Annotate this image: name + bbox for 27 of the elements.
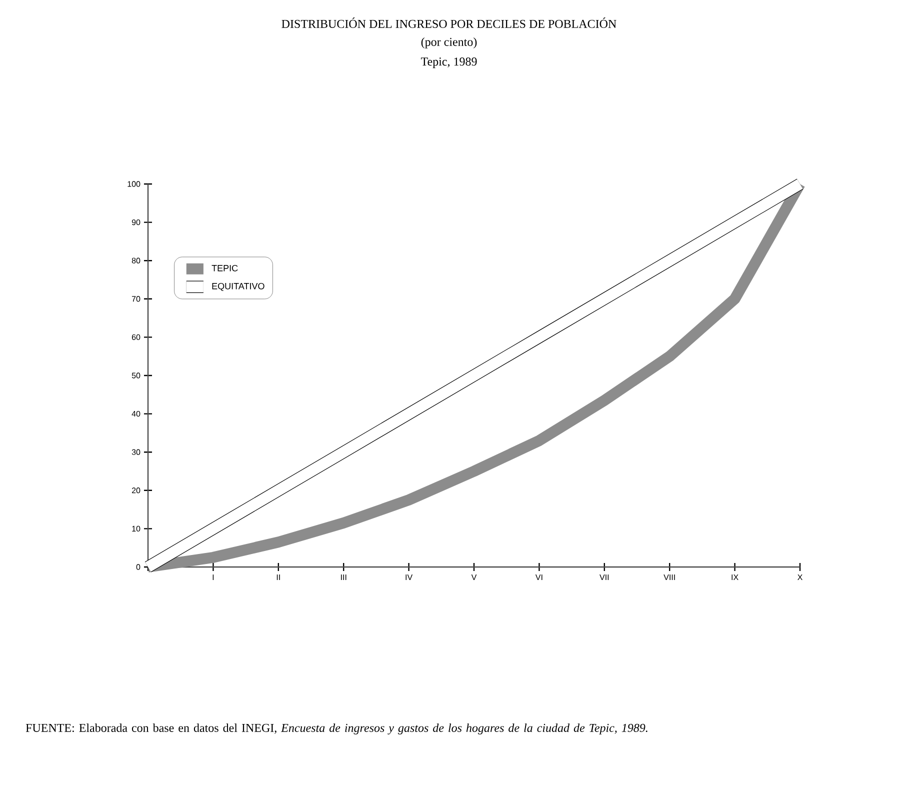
y-tick-label: 20 [132,488,140,494]
legend-label: TEPIC [212,264,238,272]
x-tick-label: X [798,574,802,580]
x-tick-label: IV [406,574,413,580]
x-tick-label: IX [732,574,738,580]
x-tick-label: V [471,574,477,580]
y-tick-label: 60 [132,334,140,340]
chart-subtitle: (por ciento) [421,38,477,48]
y-tick-label: 80 [132,258,140,264]
text: Tepic, 1989 [420,58,477,68]
y-tick-label: 30 [132,449,140,455]
x-tick-label: III [341,574,346,580]
source-note: FUENTE: Elaborada con base en datos del INEGI, Encuesta de ingresos y gastos de los hogares de la ciudad de Tepic, 1989. [26,724,648,734]
legend-label: EQUITATIVO [212,282,264,291]
y-tick-label: 100 [128,181,140,187]
x-tick-label: VI [535,574,542,580]
x-tick-label: VIII [664,574,675,580]
y-tick-label: 50 [132,372,140,378]
chart-title: DISTRIBUCIÓN DEL INGRESO POR DECILES DE POBLACIÓN [282,18,616,28]
x-tick-label: VII [600,574,609,580]
x-tick-label: II [276,574,280,580]
y-tick-label: 70 [132,296,140,302]
y-tick-label: 40 [132,410,140,417]
y-tick-label: 90 [132,219,140,226]
x-tick-label: I [212,574,214,580]
y-tick-label: 10 [132,526,140,532]
y-tick-label: 0 [136,564,140,570]
